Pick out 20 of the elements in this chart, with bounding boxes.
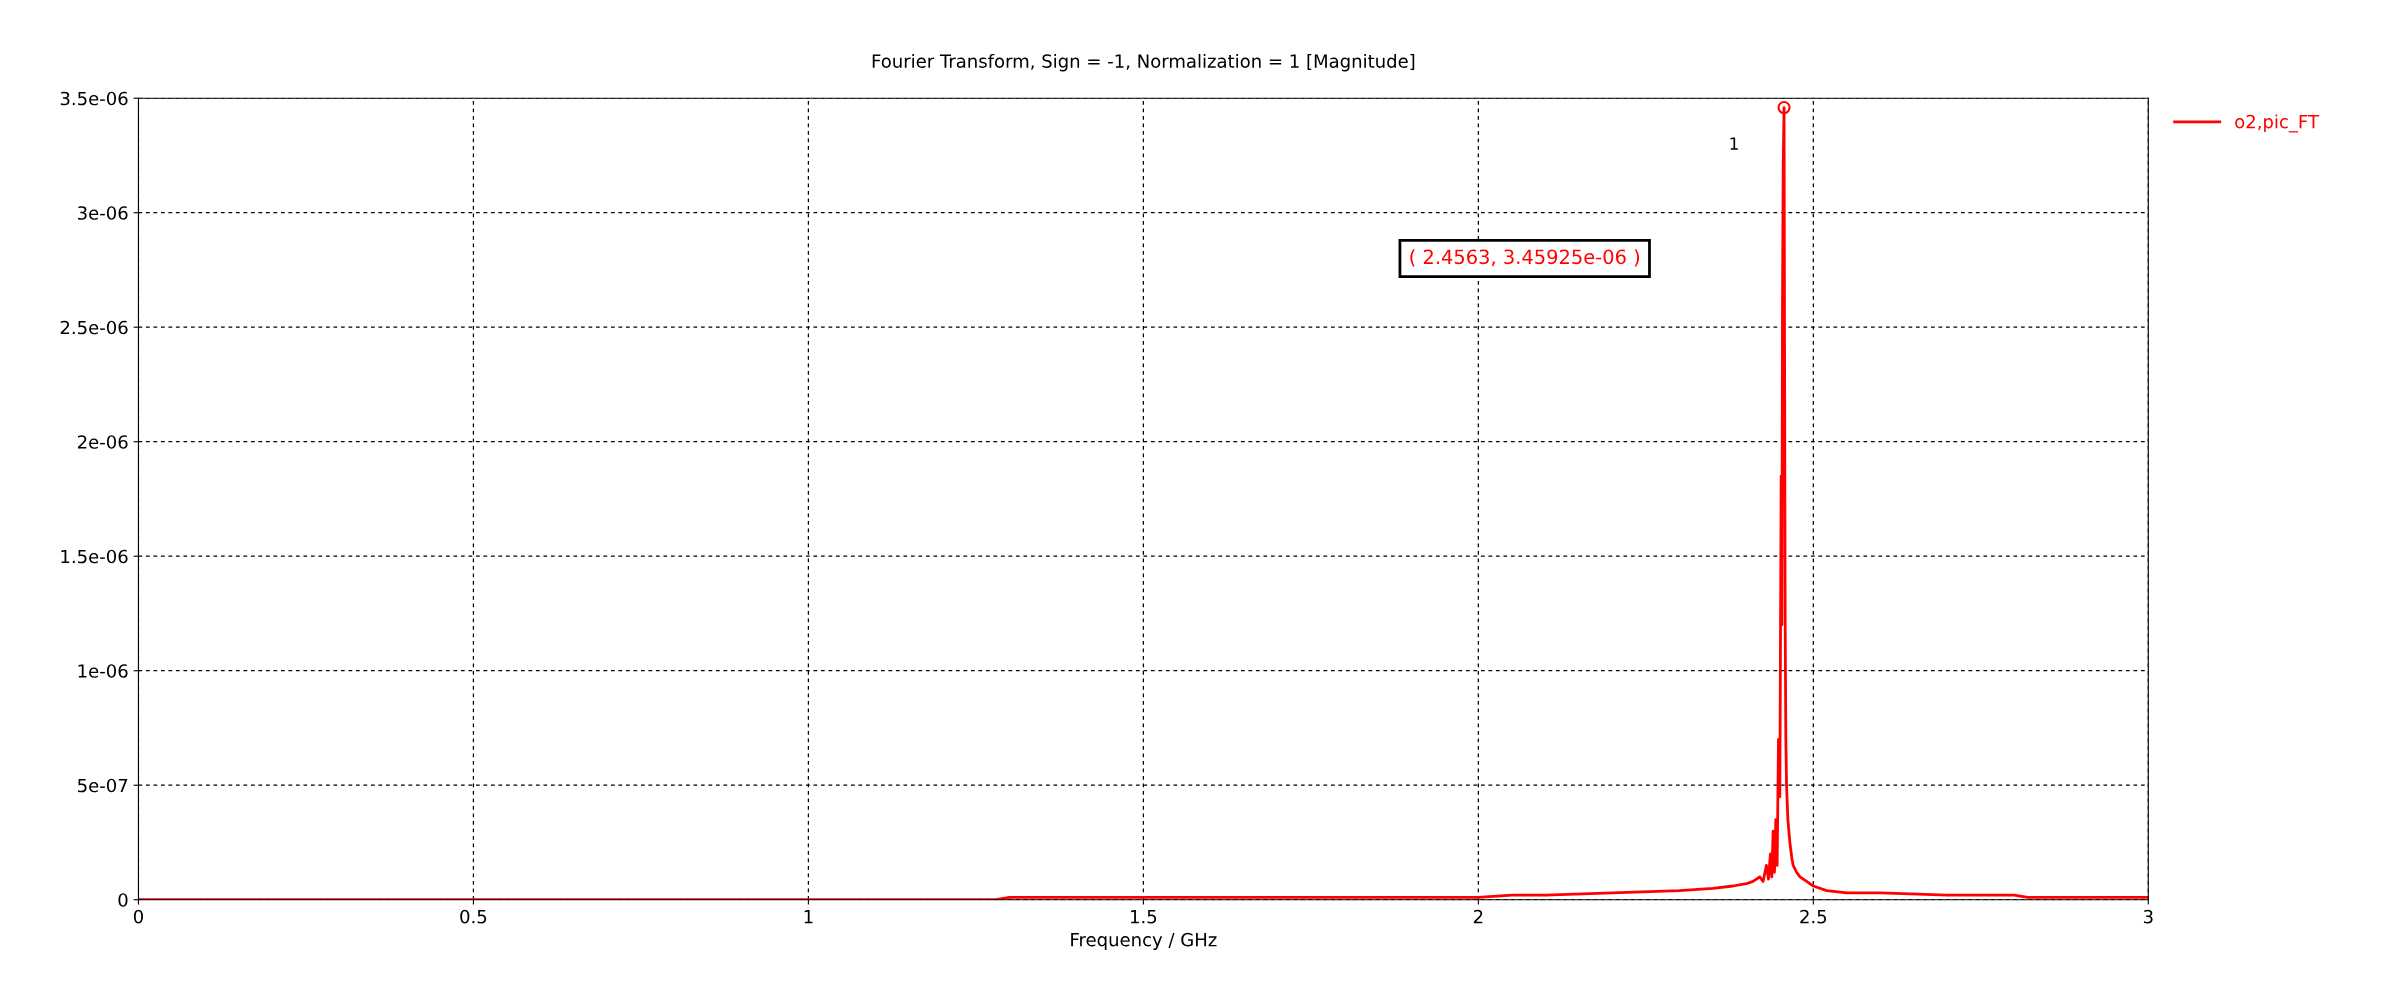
annotation: 1	[1730, 137, 1738, 150]
x-tick-label: 0	[133, 909, 143, 924]
x-tick-label: 0.5	[460, 909, 487, 924]
annotation: ( 2.4563, 3.45925e-06 )	[1410, 249, 1640, 267]
y-tick-label: 0	[118, 893, 128, 907]
y-tick-label: 1e-06	[78, 664, 128, 678]
x-tick-label: 2	[1473, 909, 1483, 924]
y-tick-label: 2.5e-06	[60, 320, 128, 335]
x-tick-label: 1	[804, 910, 813, 924]
legend-label: o2,pic_FT	[2235, 114, 2320, 133]
y-tick-label: 2e-06	[77, 435, 128, 449]
x-tick-label: 1.5	[1131, 910, 1157, 924]
x-tick-label: 2.5	[1800, 909, 1827, 924]
y-tick-label: 5e-07	[78, 778, 128, 793]
y-tick-label: 1.5e-06	[61, 549, 128, 564]
x-tick-label: 3	[2143, 909, 2153, 924]
x-axis-title: Frequency / GHz	[1071, 932, 1217, 950]
y-tick-label: 3e-06	[78, 206, 128, 220]
y-tick-label: 3.5e-06	[60, 91, 128, 106]
chart-title: Fourier Transform, Sign = -1, Normalization = 1 [Magnitude]	[872, 53, 1415, 72]
